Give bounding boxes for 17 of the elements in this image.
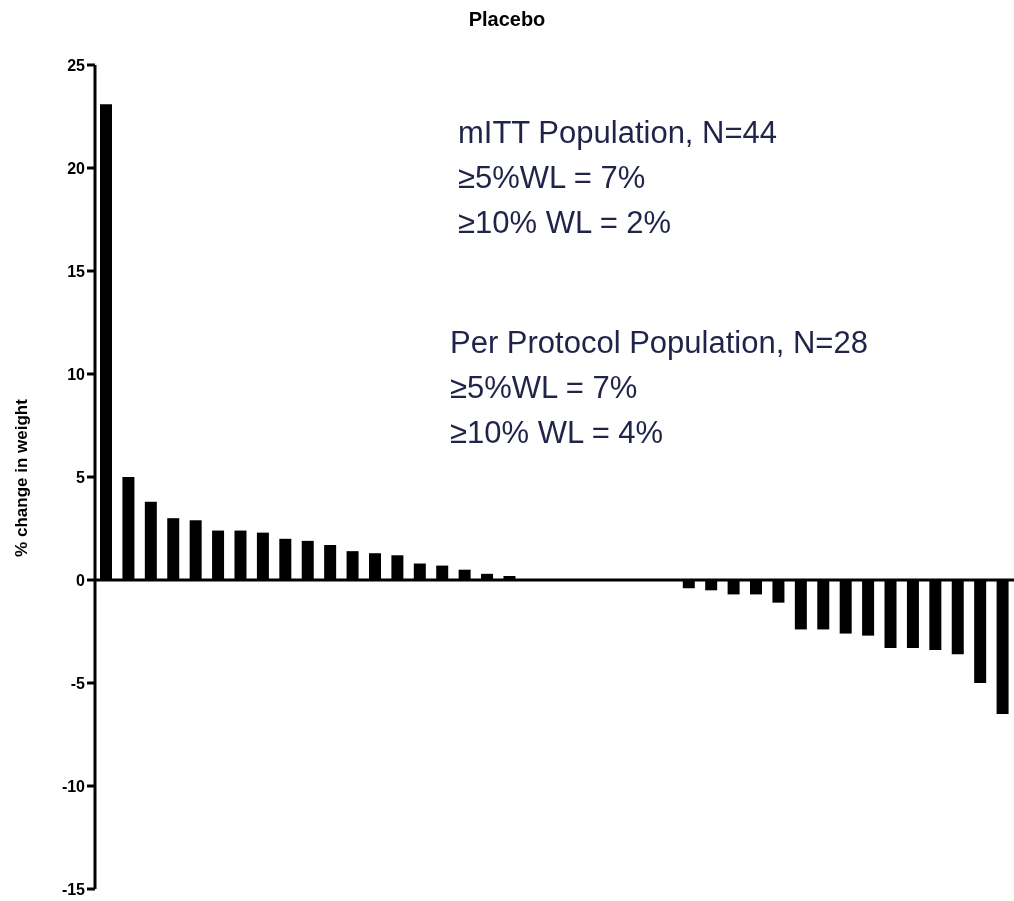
y-tick-label: 5 (76, 468, 86, 486)
y-tick-label: 10 (67, 365, 86, 383)
y-tick-label: 15 (67, 262, 86, 280)
chart-title: Placebo (467, 8, 547, 31)
annotation: ≥10% WL = 4% (450, 414, 665, 452)
annotation: Per Protocol Population, N=28 (450, 324, 868, 362)
annotation: ≥10% WL = 2% (458, 204, 673, 242)
annotation: mITT Population, N=44 (458, 114, 778, 152)
y-tick-label: 0 (76, 571, 86, 589)
y-tick-label: -5 (70, 674, 86, 692)
annotation: ≥5%WL = 7% (450, 369, 639, 407)
annotation: ≥5%WL = 7% (458, 159, 647, 197)
y-tick-label: -15 (61, 880, 86, 898)
y-axis-title: % change in weight (12, 399, 32, 557)
y-tick-label: -10 (61, 777, 86, 795)
y-tick-label: 25 (67, 56, 86, 74)
y-tick-label: 20 (67, 159, 86, 177)
